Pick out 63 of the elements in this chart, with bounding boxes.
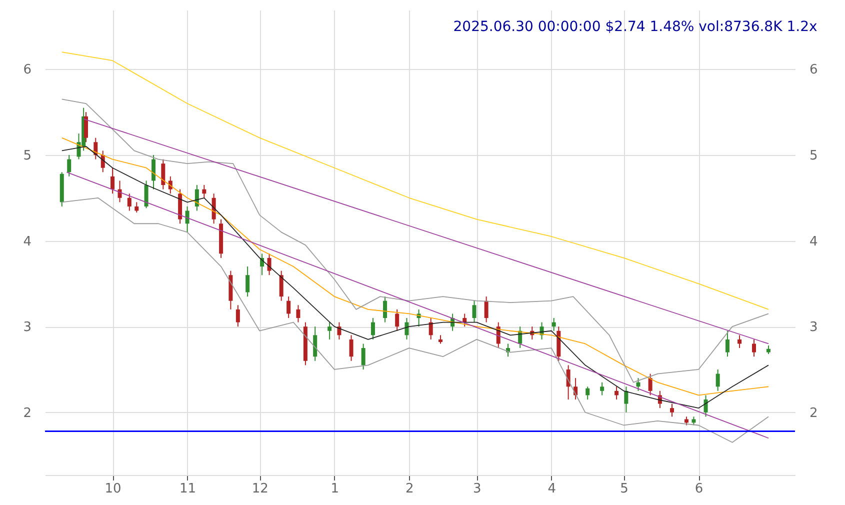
y-tick-label: 5 [23,148,32,164]
candlestick [370,318,375,340]
candlestick [328,322,332,340]
candlestick [134,202,139,213]
y2-tick-label: 4 [810,234,818,250]
y-tick-label: 4 [23,234,32,250]
candlestick [624,386,628,413]
candlestick [161,158,166,190]
line-series [61,52,769,310]
candlestick [67,154,72,177]
candlestick [236,304,240,328]
candlestick [600,382,604,396]
candlestick [552,318,556,332]
candlestick [383,296,388,323]
candlestick [670,403,674,418]
candlestick [296,304,300,323]
y2-tick-label: 3 [810,320,818,336]
candlestick [636,378,640,392]
y2-tick-label: 6 [810,62,818,78]
candlestick [279,270,284,302]
candlestick [144,180,148,209]
y-tick-label: 6 [23,62,32,78]
candlestick [716,368,720,392]
x-tick-label: 6 [694,482,704,496]
candlestick [586,386,590,400]
candlestick [738,334,742,349]
x-tick-label: 1 [330,482,340,496]
candlestick [614,386,619,400]
y-tick-label: 2 [23,406,32,421]
candlestick [202,184,206,198]
candlestick [472,300,476,323]
x-tick-label: 5 [620,482,628,496]
candlestick [462,313,467,328]
x-tick-label: 3 [473,482,482,496]
x-tick-label: 10 [104,482,122,496]
candlestick [648,373,652,396]
candlestick [428,318,433,340]
x-tick-label: 2 [406,482,414,496]
candlestick [484,296,488,323]
text: 2025.06.30 00:00:00 $2.74 1.48% vol:8736.8K 1.2x [453,19,818,35]
x-tick-label: 11 [180,482,196,496]
candlestick [313,326,318,362]
candlestick [267,253,272,276]
line-series [61,98,769,383]
candlestick [185,206,190,233]
candlestick [127,193,132,212]
candlestick [152,154,156,190]
candlestick [168,176,172,194]
y-tick-label: 3 [23,320,32,336]
candlestick [110,167,115,194]
candlestick [361,343,366,370]
candlestick [286,296,291,318]
candlestick [704,394,708,418]
candlestick [349,334,354,362]
candlestick [246,266,250,298]
candlestick [395,308,400,332]
candlestick [752,338,756,358]
y2-tick-label: 2 [810,406,818,421]
y2-tick-label: 5 [810,148,818,164]
x-tick-label: 4 [548,482,556,496]
candlestick [725,330,730,358]
x-tick-label: 12 [252,482,268,496]
candlestick [84,112,88,143]
